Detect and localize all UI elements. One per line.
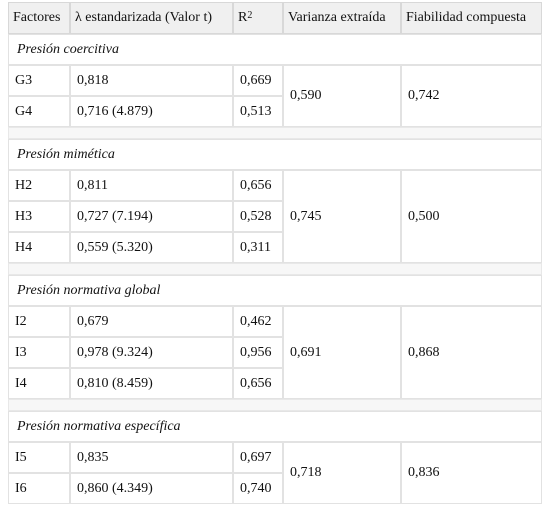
fiabilidad-cell: 0,500 [401,170,542,263]
fiabilidad-cell: 0,868 [401,306,542,399]
data-cell: 0,716 (4.879) [70,96,233,127]
data-cell: G4 [8,96,70,127]
group-gap [8,263,542,275]
data-cell: I6 [8,473,70,504]
data-cell: 0,811 [70,170,233,201]
header-cell: Varianza extraída [283,2,401,34]
data-cell: 0,669 [233,65,283,96]
data-cell: I4 [8,368,70,399]
data-cell: 0,559 (5.320) [70,232,233,263]
header-sup: 2 [247,9,253,21]
group-title: Presión normativa global [8,275,542,306]
varianza-cell: 0,745 [283,170,401,263]
group-gap [8,399,542,411]
varianza-cell: 0,590 [283,65,401,127]
varianza-cell: 0,718 [283,442,401,504]
header-cell: λ estandarizada (Valor t) [70,2,233,34]
header-text: R [238,10,248,25]
data-cell: 0,810 (8.459) [70,368,233,399]
data-cell: I3 [8,337,70,368]
data-cell: 0,311 [233,232,283,263]
data-cell: 0,860 (4.349) [70,473,233,504]
group-title: Presión coercitiva [8,34,542,65]
data-cell: G3 [8,65,70,96]
header-cell: Fiabilidad compuesta [401,2,542,34]
data-cell: H2 [8,170,70,201]
data-cell: H3 [8,201,70,232]
data-cell: I2 [8,306,70,337]
data-cell: 0,513 [233,96,283,127]
group-gap [8,127,542,139]
data-cell: 0,956 [233,337,283,368]
fiabilidad-cell: 0,836 [401,442,542,504]
data-cell: 0,727 (7.194) [70,201,233,232]
data-cell: 0,462 [233,306,283,337]
group-title: Presión normativa específica [8,411,542,442]
data-cell: 0,835 [70,442,233,473]
varianza-cell: 0,691 [283,306,401,399]
data-cell: 0,656 [233,368,283,399]
data-cell: 0,528 [233,201,283,232]
data-cell: 0,978 (9.324) [70,337,233,368]
data-cell: 0,697 [233,442,283,473]
fiabilidad-cell: 0,742 [401,65,542,127]
group-title: Presión mimética [8,139,542,170]
data-cell: H4 [8,232,70,263]
data-cell: 0,679 [70,306,233,337]
data-cell: I5 [8,442,70,473]
data-cell: 0,656 [233,170,283,201]
data-cell: 0,740 [233,473,283,504]
data-cell: 0,818 [70,65,233,96]
header-cell: Factores [8,2,70,34]
